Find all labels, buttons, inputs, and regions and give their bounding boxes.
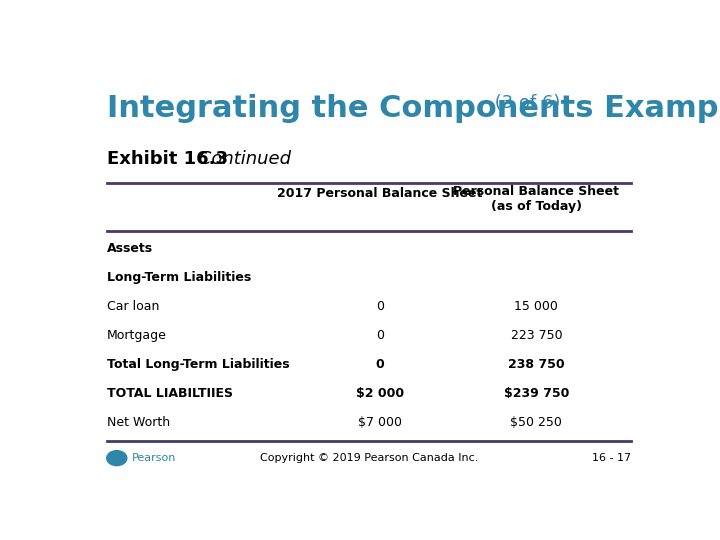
Text: Integrating the Components Example: Integrating the Components Example <box>107 94 720 123</box>
Text: Assets: Assets <box>107 241 153 254</box>
Text: Mortgage: Mortgage <box>107 329 166 342</box>
Text: 238 750: 238 750 <box>508 358 564 371</box>
Text: 16 - 17: 16 - 17 <box>592 453 631 463</box>
Text: Long-Term Liabilities: Long-Term Liabilities <box>107 271 251 284</box>
Text: Personal Balance Sheet
(as of Today): Personal Balance Sheet (as of Today) <box>454 185 619 213</box>
Text: Net Worth: Net Worth <box>107 416 170 429</box>
Text: Pearson: Pearson <box>132 453 176 463</box>
Text: 15 000: 15 000 <box>515 300 558 313</box>
Text: Copyright © 2019 Pearson Canada Inc.: Copyright © 2019 Pearson Canada Inc. <box>260 453 478 463</box>
Text: Continued: Continued <box>193 150 291 168</box>
Text: 0: 0 <box>376 329 384 342</box>
Text: P: P <box>113 453 121 463</box>
Text: 0: 0 <box>376 300 384 313</box>
Text: 2017 Personal Balance Sheet: 2017 Personal Balance Sheet <box>277 187 483 200</box>
Text: 223 750: 223 750 <box>510 329 562 342</box>
Text: $50 250: $50 250 <box>510 416 562 429</box>
Text: Exhibit 16.3: Exhibit 16.3 <box>107 150 228 168</box>
Text: (3 of 6): (3 of 6) <box>489 94 560 112</box>
Text: $7 000: $7 000 <box>358 416 402 429</box>
Text: 0: 0 <box>376 358 384 371</box>
Text: TOTAL LIABILTIIES: TOTAL LIABILTIIES <box>107 387 233 400</box>
Circle shape <box>107 451 127 465</box>
Text: $2 000: $2 000 <box>356 387 404 400</box>
Text: Car loan: Car loan <box>107 300 159 313</box>
Text: Total Long-Term Liabilities: Total Long-Term Liabilities <box>107 358 289 371</box>
Text: $239 750: $239 750 <box>504 387 569 400</box>
